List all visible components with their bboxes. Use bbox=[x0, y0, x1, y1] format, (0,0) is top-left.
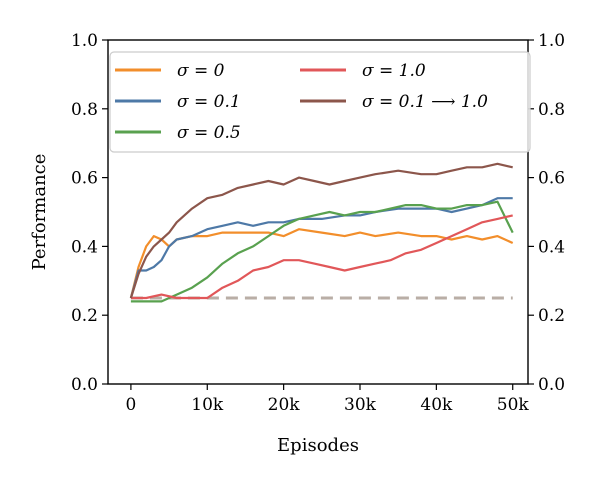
x-tick-label: 40k bbox=[420, 395, 453, 415]
legend-label-1: σ = 0 bbox=[177, 61, 225, 81]
y-tick-label-right: 0.4 bbox=[538, 237, 565, 257]
y-tick-label-left: 0.6 bbox=[71, 169, 98, 189]
x-tick-label: 20k bbox=[268, 395, 301, 415]
plot-frame bbox=[107, 39, 529, 385]
legend-label-4: σ = 1.0 bbox=[362, 61, 426, 81]
plot-lines bbox=[129, 162, 514, 303]
series-line-4 bbox=[130, 214, 513, 300]
legend: σ = 0 σ = 0.1 σ = 0.5 σ = 1.0 σ = 0.1 ⟶ 1.0 bbox=[109, 51, 531, 153]
series-line-1 bbox=[129, 228, 514, 299]
y-tick-label-left: 0.2 bbox=[71, 306, 98, 326]
y-tick-label-right: 1.0 bbox=[538, 31, 565, 51]
legend-label-5: σ = 0.1 ⟶ 1.0 bbox=[362, 92, 488, 112]
series-line-3 bbox=[130, 200, 514, 303]
y-tick-label-right: 0.6 bbox=[538, 169, 565, 189]
y-axis-label: Performance bbox=[29, 154, 50, 271]
y-tick-label-left: 0.0 bbox=[71, 375, 98, 395]
y-tick-label-right: 0.8 bbox=[538, 100, 565, 120]
x-tick-label: 30k bbox=[344, 395, 377, 415]
x-tick-label: 50k bbox=[497, 395, 530, 415]
y-tick-label-left: 1.0 bbox=[71, 31, 98, 51]
legend-label-3: σ = 0.5 bbox=[177, 123, 241, 143]
y-tick-label-left: 0.4 bbox=[71, 237, 98, 257]
y-tick-label-right: 0.2 bbox=[538, 306, 565, 326]
series-line-5 bbox=[129, 162, 513, 299]
axes: 0 10k 20k 30k 40k 50k 0.0 0.0 0.2 0.2 0.4 0.4 0.6 0.6… bbox=[71, 31, 565, 415]
x-axis-label: Episodes bbox=[277, 435, 359, 456]
x-tick-label: 0 bbox=[125, 395, 136, 415]
legend-label-2: σ = 0.1 bbox=[177, 92, 241, 112]
y-tick-label-left: 0.8 bbox=[71, 100, 98, 120]
series-line-2 bbox=[129, 197, 513, 299]
y-tick-label-right: 0.0 bbox=[538, 375, 565, 395]
x-tick-label: 10k bbox=[191, 395, 224, 415]
